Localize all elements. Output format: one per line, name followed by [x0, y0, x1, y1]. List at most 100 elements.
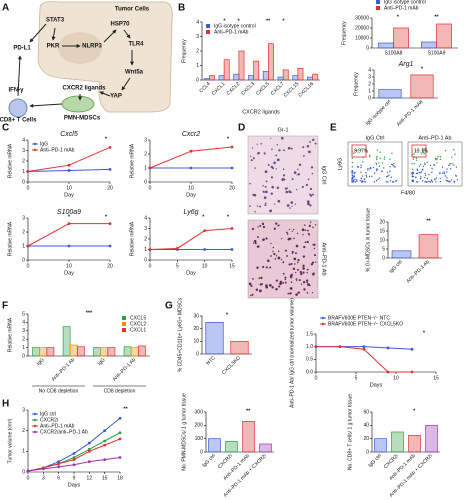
x-tick-label: 0 — [149, 263, 152, 269]
event-dot — [375, 168, 378, 170]
point — [72, 458, 76, 461]
event-dot — [431, 171, 433, 173]
event-dot — [413, 162, 416, 165]
cell-dot — [281, 238, 283, 240]
y-tick-label: 10 — [379, 237, 385, 243]
cell-dot — [262, 238, 265, 241]
event-dot — [443, 172, 446, 175]
arrow — [29, 23, 47, 43]
y-tick-label: 1 — [22, 243, 25, 249]
gate — [351, 144, 367, 158]
x-tick-label: CXCL5KO — [221, 355, 242, 376]
event-dot — [354, 178, 356, 181]
event-dot — [411, 172, 413, 175]
cell-dot — [265, 285, 269, 289]
arrow — [123, 29, 131, 39]
event-dot — [435, 177, 438, 179]
cell-dot — [269, 209, 272, 213]
cell-dot — [260, 276, 263, 280]
event-dot — [360, 164, 362, 167]
event-dot — [416, 172, 419, 175]
event-dot — [450, 179, 453, 181]
bar — [421, 41, 437, 49]
event-dot — [391, 152, 393, 155]
cell-dot — [311, 261, 315, 264]
significance: * — [223, 18, 226, 24]
cell-dot — [298, 163, 302, 167]
event-dot — [455, 174, 457, 177]
y-tick-label: 1 — [144, 165, 147, 171]
cell-dot — [278, 285, 281, 288]
event-dot — [362, 181, 364, 183]
cell-dot — [295, 278, 298, 280]
event-dot — [351, 166, 353, 168]
point — [148, 166, 152, 170]
bar — [203, 78, 210, 81]
point — [103, 429, 107, 433]
bar — [46, 347, 55, 357]
cell-dot — [300, 283, 303, 285]
y-tick-label: 60 — [363, 409, 369, 415]
event-dot — [361, 175, 364, 177]
cell-dot — [257, 236, 259, 238]
cell-dot — [306, 281, 308, 283]
cell-dot — [249, 182, 251, 185]
event-dot — [394, 166, 396, 168]
cell-dot — [271, 286, 274, 289]
event-dot — [368, 156, 371, 158]
point — [103, 458, 107, 461]
bar — [205, 321, 224, 355]
x-tick-label: 0 — [27, 475, 30, 481]
event-dot — [447, 180, 449, 182]
event-dot — [412, 172, 415, 175]
bar — [123, 346, 132, 357]
bar — [262, 70, 269, 81]
event-dot — [437, 155, 439, 158]
legend-dot — [321, 316, 325, 320]
y-tick-label: 3 — [368, 74, 371, 80]
bar — [225, 440, 238, 453]
point — [118, 416, 122, 420]
significance: ** — [434, 14, 439, 20]
cell-dot — [312, 226, 314, 229]
point — [87, 441, 91, 445]
cell-dot — [271, 167, 274, 170]
event-dot — [354, 149, 356, 151]
chart-title: Cxcr2 — [182, 131, 200, 138]
bar — [62, 326, 71, 357]
y-tick-label: 0 — [22, 179, 25, 185]
bar — [32, 347, 41, 357]
gate — [411, 144, 427, 158]
chart-title: S100a9 — [57, 209, 81, 216]
event-dot — [373, 172, 376, 175]
cell-dot — [283, 178, 286, 181]
bar — [223, 59, 230, 81]
y-tick-label: 200 — [195, 423, 204, 429]
point — [87, 460, 91, 464]
bar — [230, 340, 249, 355]
cell-dot — [250, 155, 252, 158]
event-dot — [411, 163, 413, 165]
cell-dot — [252, 157, 255, 160]
legend-swatch — [122, 316, 126, 320]
stain-title: Gr-1 — [278, 127, 289, 133]
cell-dot — [257, 226, 259, 228]
cell-dot — [262, 190, 265, 193]
event-dot — [379, 151, 382, 153]
cell-dot — [290, 274, 292, 277]
y-axis-label: Relative mRNA — [129, 221, 135, 256]
event-dot — [378, 162, 380, 164]
point — [362, 347, 366, 351]
cell-dot — [258, 277, 261, 280]
point — [26, 244, 30, 248]
panel-letter: C — [2, 123, 9, 134]
panel-letter: E — [330, 123, 337, 134]
y-tick-label: 2 — [368, 81, 371, 87]
event-dot — [424, 163, 426, 166]
cell-dot — [273, 161, 276, 165]
y-tick-label: 0 — [200, 449, 203, 455]
cell-dot — [275, 279, 278, 282]
event-dot — [375, 179, 378, 182]
event-dot — [351, 174, 353, 176]
y-axis-label: Frequency — [353, 72, 359, 96]
